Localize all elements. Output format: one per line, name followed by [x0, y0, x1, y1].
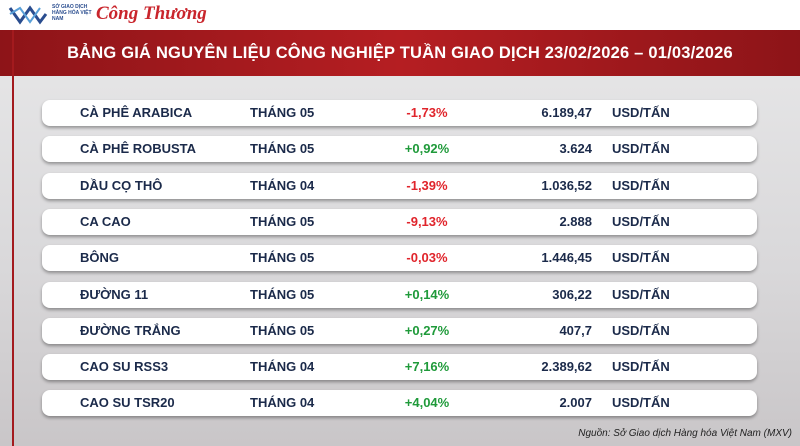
unit: USD/TẤN	[612, 105, 670, 120]
contract-month: THÁNG 05	[250, 286, 315, 302]
contract-month: THÁNG 04	[250, 359, 315, 375]
price: 306,22	[552, 286, 592, 302]
table-row: ĐƯỜNG TRẮNG THÁNG 05 +0,27% 407,7 USD/TẤN	[42, 317, 757, 344]
unit: USD/TẤN	[612, 177, 670, 193]
unit: USD/TẤN	[612, 213, 670, 229]
brand: Công Thương	[96, 3, 207, 24]
contract-month: THÁNG 04	[250, 177, 315, 193]
commodity: CAO SU TSR20	[80, 395, 175, 411]
contract-month: THÁNG 05	[250, 213, 315, 229]
title-banner	[0, 30, 800, 76]
title: BẢNG GIÁ NGUYÊN LIỆU CÔNG NGHIỆP TUẦN GI…	[67, 44, 733, 62]
price: 6.189,47	[541, 105, 592, 120]
change: -1,39%	[406, 177, 448, 193]
commodity: ĐƯỜNG TRẮNG	[80, 322, 181, 338]
logo-text: SỞ GIAO DỊCH HÀNG HÓA VIỆT NAM	[52, 4, 92, 22]
unit: USD/TẤN	[612, 141, 670, 157]
commodity: ĐƯỜNG 11	[80, 286, 149, 302]
change: -9,13%	[406, 213, 448, 229]
price: 3.624	[559, 141, 592, 157]
table-row: DẦU CỌ THÔ THÁNG 04 -1,39% 1.036,52 USD/TẤN	[42, 172, 757, 199]
commodity: BÔNG	[80, 250, 119, 266]
commodity: CAO SU RSS3	[80, 359, 169, 375]
unit: USD/TẤN	[612, 395, 670, 411]
table-row: ĐƯỜNG 11 THÁNG 05 +0,14% 306,22 USD/TẤN	[42, 281, 757, 308]
table-row: CÀ PHÊ ARABICA THÁNG 05 -1,73% 6.189,47 USD/…	[42, 100, 757, 126]
table-row: CA CAO THÁNG 05 -9,13% 2.888 USD/TẤN	[42, 208, 757, 235]
price: 2.389,62	[541, 359, 592, 375]
unit: USD/TẤN	[612, 286, 670, 302]
top-bar	[0, 0, 800, 30]
contract-month: THÁNG 05	[250, 250, 315, 266]
unit: USD/TẤN	[612, 322, 670, 338]
unit: USD/TẤN	[612, 359, 670, 375]
change: +0,27%	[404, 322, 450, 338]
commodity: CÀ PHÊ ROBUSTA	[80, 141, 197, 157]
price: 1.446,45	[541, 250, 592, 266]
price: 2.007	[559, 395, 592, 411]
commodity: CA CAO	[80, 213, 131, 229]
change: +7,16%	[404, 359, 450, 375]
table-row: CÀ PHÊ ROBUSTA THÁNG 05 +0,92% 3.624 USD/TẤN	[42, 136, 757, 163]
logo-icon	[8, 5, 48, 25]
contract-month: THÁNG 05	[250, 141, 315, 157]
change: +0,92%	[404, 141, 450, 157]
contract-month: THÁNG 05	[250, 322, 315, 338]
commodity: DẦU CỌ THÔ	[80, 177, 163, 193]
price: 407,7	[559, 322, 592, 338]
unit: USD/TẤN	[612, 250, 670, 266]
contract-month: THÁNG 05	[250, 105, 315, 120]
source: Nguồn: Sở Giao dịch Hàng hóa Việt Nam (M…	[578, 428, 792, 439]
commodity: CÀ PHÊ ARABICA	[80, 105, 193, 120]
price: 2.888	[559, 213, 592, 229]
contract-month: THÁNG 04	[250, 395, 315, 411]
change: +0,14%	[404, 286, 450, 302]
table-row: CAO SU TSR20 THÁNG 04 +4,04% 2.007 USD/TẤN	[42, 390, 757, 417]
price: 1.036,52	[541, 177, 592, 193]
change: +4,04%	[404, 395, 450, 411]
change: -0,03%	[406, 250, 448, 266]
change: -1,73%	[406, 105, 448, 120]
table-row: CAO SU RSS3 THÁNG 04 +7,16% 2.389,62 USD/TẤN	[42, 354, 757, 381]
accent-line	[12, 30, 14, 446]
table-row: BÔNG THÁNG 05 -0,03% 1.446,45 USD/TẤN	[42, 245, 757, 272]
